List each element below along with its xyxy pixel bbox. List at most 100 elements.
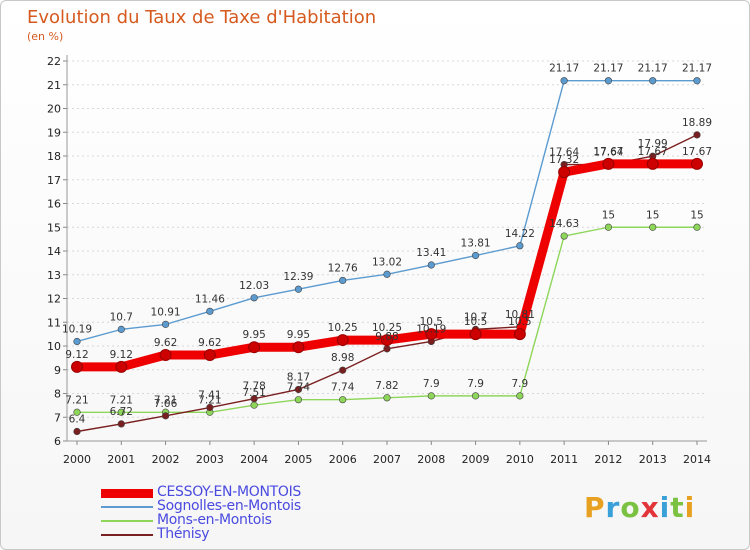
x-tick-label: 2007 [373,453,401,466]
data-label: 10.5 [464,316,487,328]
x-tick-label: 2002 [152,453,180,466]
data-point [73,337,81,346]
legend-swatch [101,520,153,522]
data-point [693,223,701,231]
data-label: 17.99 [638,138,668,150]
data-label: 10.19 [416,323,446,335]
data-point [117,325,125,333]
data-point [693,77,701,85]
data-point [292,341,305,354]
data-label: 7.74 [287,382,311,394]
y-tick-label: 14 [47,245,61,258]
data-label: 10.7 [110,311,133,323]
data-label: 10.5 [420,316,443,328]
data-label: 9.62 [154,337,177,349]
data-point [383,270,391,278]
legend-label: Mons-en-Montois [157,512,272,528]
logo-letter: i [659,491,671,524]
data-label: 9.95 [242,329,265,341]
data-point [560,232,568,240]
data-label: 7.21 [154,394,177,406]
x-tick-label: 2011 [550,453,578,466]
data-label: 7.21 [65,394,88,406]
data-point [336,334,349,347]
data-point [206,403,214,412]
data-point [381,334,393,347]
logo-letter: x [640,491,660,524]
data-label: 17.67 [682,146,712,158]
x-tick-label: 2003 [196,453,224,466]
x-tick-label: 2012 [594,453,622,466]
legend-label: CESSOY-EN-MONTOIS [157,484,302,500]
data-label: 13.81 [461,238,491,250]
data-point [250,395,258,403]
data-label: 8.98 [331,352,354,364]
data-label: 17.67 [638,146,668,158]
data-point [161,412,170,420]
data-label: 12.76 [328,262,358,274]
logo-letter: P [584,491,606,524]
data-label: 13.41 [416,247,446,259]
data-point [115,360,128,373]
data-point [471,251,480,260]
data-point [250,294,258,302]
data-point [383,394,391,402]
x-tick-label: 2005 [284,453,312,466]
legend-label: Sognolles-en-Montois [157,498,301,514]
data-label: 17.67 [593,146,623,158]
data-label: 7.21 [110,394,133,406]
data-label: 14.22 [505,228,535,240]
y-tick-label: 17 [47,174,61,187]
data-point [691,157,703,170]
data-point [161,320,170,328]
data-point [339,396,347,404]
data-point [693,131,701,139]
x-tick-label: 2001 [107,453,135,466]
data-label: 6.4 [69,414,86,426]
y-tick-label: 19 [47,126,61,139]
data-point [73,427,81,436]
data-point [602,157,615,170]
data-point [427,392,435,400]
data-point [339,366,347,374]
chart-unit: (en %) [27,30,64,43]
data-label: 10.7 [464,311,487,323]
data-label: 21.17 [682,63,712,75]
data-label: 11.46 [195,293,225,305]
data-label: 7.21 [198,394,221,406]
y-tick-label: 13 [47,269,61,282]
data-label: 17.32 [549,154,579,166]
data-label: 21.17 [593,63,623,75]
data-label: 12.03 [239,280,269,292]
data-point [71,360,83,373]
data-label: 7.82 [375,380,398,392]
data-point [471,392,480,400]
data-label: 10.81 [505,309,535,321]
data-label: 21.17 [638,63,668,75]
data-label: 9.88 [375,331,398,343]
data-point [73,408,81,416]
data-label: 17.64 [549,147,579,159]
data-point [513,328,526,341]
y-tick-label: 7 [54,411,61,424]
y-tick-label: 20 [47,103,61,116]
y-tick-label: 10 [47,340,61,353]
data-point [159,349,172,362]
data-label: 7.78 [242,381,265,393]
data-label: 9.62 [198,337,221,349]
data-point [516,242,524,250]
data-label: 17.64 [593,147,623,159]
data-label: 7.9 [467,378,484,390]
data-label: 9.12 [110,349,133,361]
proxiti-logo: Proxiti [584,491,695,524]
y-tick-label: 18 [47,150,61,163]
data-label: 15 [646,209,659,221]
data-label: 10.5 [508,316,531,328]
data-label: 14.63 [549,218,579,230]
legend-label: Thénisy [157,526,210,542]
data-point [117,408,125,416]
x-tick-label: 2006 [329,453,357,466]
data-point [604,223,613,231]
